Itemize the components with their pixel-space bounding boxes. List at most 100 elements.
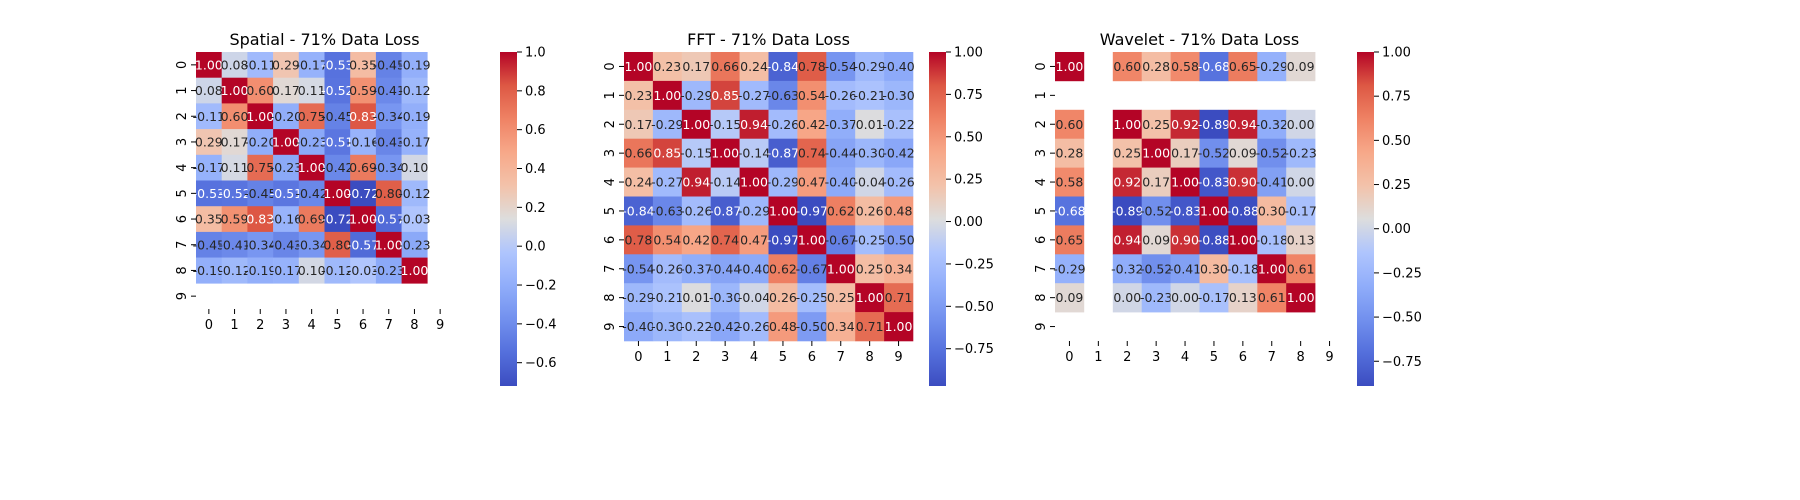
cell-value-label: -0.04 (738, 290, 770, 305)
colorbar-tick-label: 0.00 (1382, 222, 1411, 237)
heatmap-cell (324, 77, 351, 104)
heatmap-cell (624, 138, 654, 168)
heatmap-cell (350, 77, 377, 104)
heatmap-cell (710, 225, 740, 255)
cell-value-label: -0.72 (347, 186, 379, 201)
heatmap-cell (298, 103, 325, 130)
heatmap-cell (401, 77, 428, 104)
colorbar (1357, 52, 1374, 386)
cell-value-label: 1.00 (769, 203, 797, 218)
heatmap-cell (1228, 254, 1258, 284)
cell-value-label: 0.75 (298, 109, 326, 124)
cell-value-label: 1.00 (682, 117, 710, 132)
cell-value-label: 0.09 (1287, 59, 1315, 74)
colorbar (929, 52, 946, 386)
y-tick-label: 0 (603, 62, 618, 70)
cell-value-label: -0.32 (1256, 117, 1288, 132)
heatmap-cell (298, 206, 325, 233)
cell-value-label: -0.26 (680, 203, 712, 218)
cell-value-label: -0.42 (882, 146, 914, 161)
cell-value-label: -0.45 (193, 237, 225, 252)
heatmap-cell (739, 167, 769, 197)
cell-value-label: 1.00 (272, 134, 300, 149)
x-tick-label: 3 (721, 350, 729, 365)
heatmap-cell (1228, 167, 1258, 197)
cell-value-label: -0.97 (767, 232, 799, 247)
heatmap-cell (652, 80, 683, 111)
heatmap-cell (681, 138, 711, 168)
cell-value-label: 0.85 (711, 88, 739, 103)
heatmap-cell (1286, 167, 1316, 197)
cell-value-label: 0.17 (221, 134, 249, 149)
cell-value-label: 0.17 (625, 117, 653, 132)
colorbar (500, 52, 517, 386)
heatmap-cell (1112, 138, 1142, 168)
heatmap-cell (884, 196, 914, 226)
cell-value-label: 1.00 (740, 175, 768, 190)
cell-value-label: -0.68 (1053, 203, 1085, 218)
heatmap-cell (1055, 138, 1085, 168)
cell-value-label: -0.42 (321, 160, 353, 175)
heatmap-cell (247, 206, 274, 233)
cell-value-label: 0.94 (740, 117, 768, 132)
heatmap-cell (855, 254, 885, 284)
heatmap-cell (401, 180, 428, 207)
heatmap-cell (196, 257, 222, 284)
cell-value-label: -0.88 (1227, 203, 1259, 218)
heatmap-cell (1286, 138, 1316, 168)
x-tick-label: 5 (333, 318, 341, 333)
cell-value-label: -0.19 (193, 263, 225, 278)
cell-value-label: 0.13 (1229, 290, 1257, 305)
x-tick-label: 1 (1094, 350, 1102, 365)
heatmap-cell (247, 231, 274, 258)
heatmap-cell (221, 129, 248, 156)
heatmap-cell (768, 80, 798, 111)
cell-value-label: 0.80 (375, 186, 403, 201)
heatmap-cell (350, 154, 377, 181)
heatmap-cell (1228, 138, 1258, 168)
heatmap-cell (375, 129, 402, 156)
cell-value-label: 0.54 (798, 88, 826, 103)
heatmap-cell (1141, 52, 1171, 82)
heatmap-cell (1257, 283, 1287, 313)
heatmap-cell (768, 109, 798, 139)
heatmap-cell (1170, 52, 1200, 82)
cell-value-label: -0.11 (193, 109, 225, 124)
heatmap-cell (681, 109, 711, 139)
cell-value-label: 0.17 (272, 83, 300, 98)
cell-value-label: -0.17 (1198, 290, 1230, 305)
cell-value-label: -0.25 (853, 232, 885, 247)
heatmap-cell (681, 254, 711, 284)
cell-value-label: 0.65 (1056, 232, 1084, 247)
cell-value-label: -0.21 (853, 88, 885, 103)
cell-value-label: -0.41 (1256, 175, 1288, 190)
heatmap-cell (1228, 225, 1258, 255)
cell-value-label: 0.11 (221, 160, 249, 175)
cell-value-label: 0.94 (682, 175, 710, 190)
x-tick-label: 5 (779, 350, 787, 365)
heatmap-cell (196, 103, 222, 130)
heatmap-cell (624, 283, 654, 313)
heatmap-cell (273, 129, 300, 156)
colorbar-tick-label: −0.25 (1382, 266, 1422, 281)
cell-value-label: -0.30 (853, 146, 885, 161)
cell-value-label: 0.09 (1056, 290, 1084, 305)
cell-value-label: -0.45 (373, 57, 405, 72)
cell-value-label: 0.23 (653, 59, 681, 74)
heatmap-cell (739, 52, 769, 82)
heatmap-cell (324, 206, 351, 233)
heatmap-cell (624, 254, 654, 284)
x-tick-label: 0 (205, 318, 213, 333)
cell-value-label: 0.48 (769, 319, 797, 334)
heatmap-cell (1170, 283, 1200, 313)
y-tick-label: 8 (175, 266, 190, 274)
cell-value-label: 0.09 (1229, 146, 1257, 161)
heatmap-cell (826, 225, 856, 255)
cell-value-label: -0.68 (1198, 59, 1230, 74)
colorbar-tick-label: 0.75 (954, 88, 983, 103)
colorbar-tick-label: −0.50 (1382, 311, 1422, 326)
colorbar-tick-label: 1.0 (525, 46, 546, 61)
y-tick-label: 5 (175, 189, 190, 197)
